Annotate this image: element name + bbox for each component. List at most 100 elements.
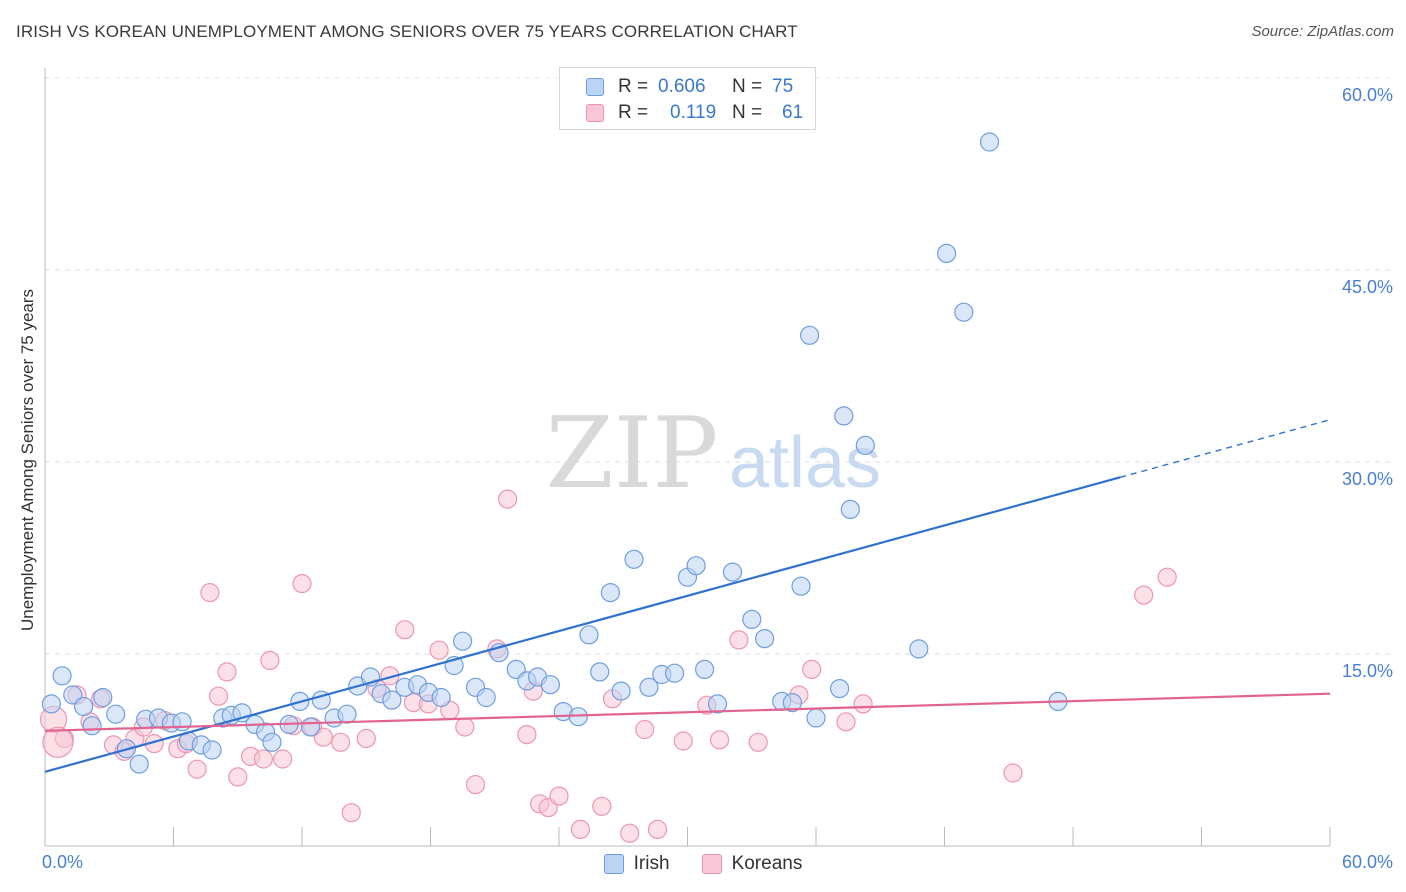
irish-point [664,663,685,683]
irish-point [806,708,826,728]
irish-trend-line [44,476,1121,773]
series-legend-irish: Irish [603,853,670,875]
irish-point [202,740,222,760]
korean-point [729,630,749,650]
chart-source: Source: ZipAtlas.com [1251,23,1394,40]
legend-n-label: N = [732,102,763,123]
korean-point [331,732,351,752]
irish-point [600,582,621,603]
irish-point [754,628,775,649]
legend-swatch-irish [586,78,604,96]
irish-point [93,687,113,708]
irish-point [855,435,875,455]
irish-point [382,690,402,710]
korean-point [802,659,822,680]
trend-lines [44,419,1331,773]
grid-lines [45,77,1395,655]
irish-point [834,406,854,426]
korean-point [253,749,273,769]
legend-r-value: 0.606 [658,76,706,97]
legend-n-value: 75 [772,76,794,97]
watermark: ZIP atlas [546,397,881,511]
irish-point [909,639,929,659]
series-swatch-koreans [701,854,722,874]
irish-point [742,609,762,630]
y-tick-label: 45.0% [1341,277,1393,297]
irish-trend-extension [1119,419,1331,479]
irish-point [568,707,588,727]
korean-points [39,489,1177,843]
korean-point [200,582,220,603]
korean-point [187,759,207,779]
korean-point [228,767,248,787]
irish-point [590,662,610,682]
korean-point [570,819,591,840]
korean-point [273,749,293,769]
korean-point [292,573,312,594]
korean-point [853,694,873,714]
korean-point [217,662,237,682]
korean-point [498,489,518,509]
series-legend-koreans: Koreans [701,853,803,875]
irish-point [431,687,451,708]
korean-point [836,712,856,732]
irish-point [936,243,957,263]
irish-point [624,549,644,569]
legend-r-value: 0.119 [670,102,717,123]
korean-point [517,724,537,745]
irish-point [722,562,743,582]
irish-point [301,717,321,737]
x-tick-max: 60.0% [1341,852,1393,872]
korean-point [313,727,333,747]
korean-point [208,686,229,706]
korean-point [592,796,612,816]
korean-point [465,774,486,795]
korean-trend-line [44,692,1331,732]
irish-point [686,556,706,576]
irish-point [782,692,803,713]
y-tick-label: 60.0% [1341,85,1393,105]
korean-point [709,730,730,750]
x-tick-min: 0.0% [42,852,84,872]
y-tick-label: 30.0% [1341,469,1393,489]
irish-point [82,716,102,736]
korean-point [647,819,668,840]
irish-point [611,681,631,701]
korean-point [1157,567,1177,587]
irish-point [540,675,561,695]
series-label-koreans: Koreans [731,853,803,874]
legend-row-koreans: R = 0.119 N = 61 [586,101,822,125]
y-tick-label: 15.0% [1341,661,1393,681]
korean-point [42,726,74,758]
korean-point [341,803,361,823]
watermark-atlas: atlas [729,423,881,503]
irish-point [954,302,974,322]
irish-point [694,659,715,680]
irish-point [799,325,820,345]
legend-n-label: N = [732,76,763,97]
legend-r-label: R = [618,76,649,97]
legend-row-irish: R = 0.606 N = 75 [586,75,812,99]
irish-point [41,694,62,714]
irish-point [337,704,357,724]
irish-point [476,687,496,708]
korean-point [549,786,569,806]
korean-point [635,719,655,740]
korean-point [1134,585,1154,605]
irish-point [129,754,149,774]
irish-point [52,666,72,686]
irish-point [262,732,282,752]
korean-point [260,650,280,671]
irish-point [453,631,473,651]
series-label-irish: Irish [633,853,670,874]
series-legend: Irish Koreans [0,852,1406,876]
irish-point [829,678,850,699]
korean-point [620,823,640,843]
korean-point [455,717,475,737]
irish-point [579,625,599,645]
korean-point [429,640,449,660]
irish-point [73,696,94,717]
korean-point [673,731,693,751]
legend-r-label: R = [618,102,649,123]
